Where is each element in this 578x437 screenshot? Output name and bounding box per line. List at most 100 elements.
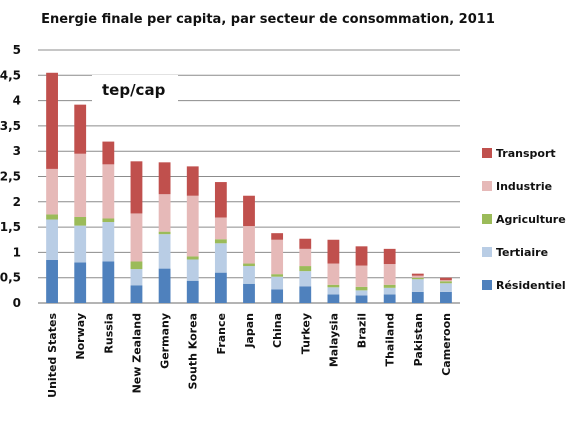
legend: Transport Industrie Agriculture Tertiaire Ré… [482,147,566,292]
bar-segment [74,225,87,263]
bar-segment [383,287,396,295]
bar-segment [102,164,115,219]
bar-segment [186,195,199,257]
bar-segment [299,286,312,303]
bar-segment [186,166,199,196]
bar-segment [383,264,396,285]
x-tick-label: South Korea [187,313,200,389]
bar-segment [102,261,115,303]
bar-segment [74,153,87,217]
y-tick-label: 5 [13,43,21,57]
x-tick-label: Pakistan [412,313,425,366]
x-tick-label: Japan [243,313,256,349]
y-tick-label: 0,5 [0,271,21,285]
bar-segment [355,286,368,291]
legend-swatch [482,148,492,158]
bar-segment [327,287,340,295]
bar-segment [130,285,143,303]
bar-segment [327,294,340,303]
bar-segment [271,276,284,290]
bar-segment [186,256,199,260]
bars [46,72,452,303]
bar-segment [383,294,396,303]
bar-segment [186,259,199,281]
bar-segment [327,263,340,285]
y-tick-label: 4 [13,94,21,108]
bar-segment [214,182,227,218]
bar-segment [327,239,340,264]
bar-segment [299,248,312,267]
bar-segment [158,234,171,269]
legend-label: Industrie [496,180,552,193]
bar-segment [355,246,368,266]
bar-segment [46,168,58,215]
legend-label: Transport [496,147,556,160]
x-tick-label: Germany [159,313,172,369]
bar-segment [440,283,452,292]
y-axis-ticks: 0 0,5 1 1,5 2 2,5 3 3,5 4 4,5 5 [0,43,21,310]
bar-segment [46,219,58,260]
bar-segment [243,266,255,284]
bar-segment [186,280,199,303]
bar-segment [102,222,115,262]
legend-swatch [482,280,492,290]
bar-segment [158,194,171,232]
legend-swatch [482,181,492,191]
y-tick-label: 4,5 [0,68,21,82]
bar-segment [158,162,171,195]
bar-segment [440,280,452,282]
x-tick-label: France [215,313,228,354]
bar-segment [440,277,452,281]
x-tick-label: Russia [102,313,115,354]
bar-segment [130,269,143,286]
bar-segment [271,233,284,240]
x-tick-label: Thailand [384,313,397,366]
x-tick-label: Brazil [356,313,369,348]
bar-segment [355,265,368,287]
bar-segment [440,291,452,303]
bar-segment [383,284,396,288]
bar-segment [411,279,424,292]
bar-segment [243,195,255,227]
bar-segment [214,217,227,240]
bar-segment [214,243,227,273]
bar-segment [130,213,143,262]
legend-swatch [482,214,492,224]
x-tick-label: United States [46,313,59,398]
x-tick-label: Malaysia [327,313,340,367]
legend-label: Agriculture [496,213,566,226]
bar-segment [440,281,452,284]
legend-label: Résidentiel [496,279,566,292]
bar-segment [383,248,396,265]
bar-segment [299,266,312,272]
bar-segment [243,263,255,267]
bar-segment [46,214,58,220]
bar-segment [299,271,312,287]
bar-segment [243,283,255,303]
y-tick-label: 1,5 [0,220,21,234]
x-tick-label: China [271,313,284,348]
x-tick-label: Turkey [299,313,312,354]
bar-segment [102,218,115,223]
bar-segment [214,272,227,303]
y-tick-label: 2 [13,195,21,209]
bar-segment [327,284,340,288]
bar-segment [46,259,58,303]
bar-segment [271,274,284,277]
bar-segment [411,291,424,303]
bar-segment [158,231,171,235]
bar-segment [46,72,58,169]
bar-segment [299,238,312,249]
bar-segment [74,262,87,303]
bar-segment [243,226,255,264]
y-tick-label: 3,5 [0,119,21,133]
bar-segment [411,275,424,278]
x-axis-ticks: United States Norway Russia New Zealand Germ… [46,313,453,398]
bar-segment [411,273,424,276]
bar-segment [74,216,87,226]
y-tick-label: 3 [13,144,21,158]
y-tick-label: 2,5 [0,170,21,184]
x-tick-label: New Zealand [130,313,143,393]
bar-segment [355,290,368,296]
